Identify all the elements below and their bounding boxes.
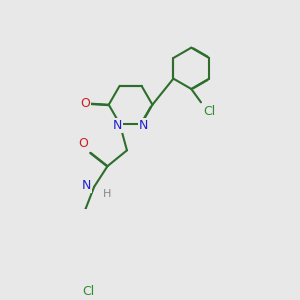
Text: Cl: Cl	[82, 285, 94, 298]
Text: N: N	[139, 119, 148, 132]
Text: O: O	[78, 137, 88, 150]
Text: H: H	[103, 189, 111, 199]
Text: O: O	[80, 97, 90, 110]
Text: N: N	[82, 179, 91, 192]
Text: N: N	[113, 119, 122, 132]
Text: Cl: Cl	[203, 105, 216, 118]
